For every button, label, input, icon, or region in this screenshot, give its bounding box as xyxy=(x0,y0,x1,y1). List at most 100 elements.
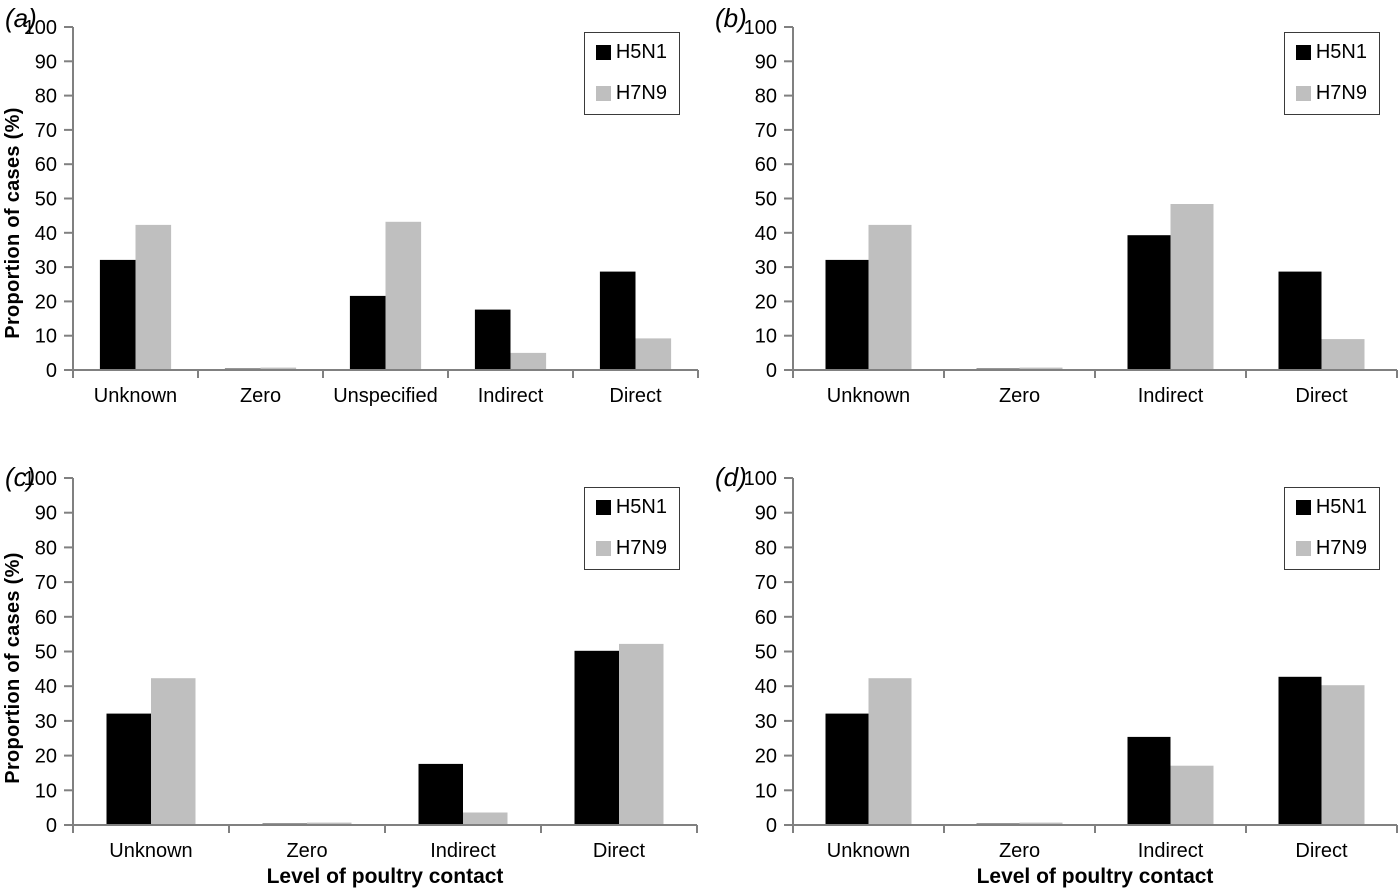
y-axis: 0 10 20 30 40 50 60 70 80 90 100 xyxy=(744,468,794,837)
panel-letter-c: (c) xyxy=(5,462,36,492)
bar-h7n9-direct xyxy=(619,643,664,825)
bar-h7n9-unknown xyxy=(151,678,196,825)
bar-h5n1-indirect xyxy=(418,763,463,825)
category-label: Direct xyxy=(593,840,646,862)
legend-label-h5n1: H5N1 xyxy=(1315,41,1367,63)
bar-h5n1-direct xyxy=(1278,676,1322,825)
y-tick-label: 70 xyxy=(35,120,57,142)
bar-h5n1-unknown xyxy=(825,713,869,825)
bars xyxy=(99,221,672,370)
legend-entry-h5n1: H5N1 xyxy=(1295,41,1367,63)
y-tick-label: 80 xyxy=(755,86,777,108)
bar-h5n1-direct xyxy=(574,650,619,825)
panel-letter-d: (d) xyxy=(715,462,747,492)
category-label: Unknown xyxy=(94,385,177,407)
y-tick-label: 100 xyxy=(744,468,777,490)
bar-h7n9-zero xyxy=(307,822,352,825)
bar-h7n9-indirect xyxy=(1170,765,1214,825)
legend: H5N1 H7N9 xyxy=(583,487,680,570)
x-axis: Unknown Zero Indirect Direct xyxy=(72,824,698,862)
panel-letter-b: (b) xyxy=(715,3,747,33)
y-tick-label: 100 xyxy=(24,17,57,39)
y-tick-label: 70 xyxy=(755,572,777,594)
bar-h5n1-unknown xyxy=(106,713,151,825)
y-tick-label: 70 xyxy=(755,120,777,142)
legend-swatch-h7n9 xyxy=(1295,85,1311,101)
y-tick-label: 0 xyxy=(46,360,57,382)
x-axis: Unknown Zero Indirect Direct xyxy=(792,369,1398,407)
y-tick-label: 10 xyxy=(35,780,57,802)
legend-swatch-h7n9 xyxy=(595,85,611,101)
panel-b: 0 10 20 30 40 50 60 70 80 90 100 Unknown Zero Indirec… xyxy=(700,0,1400,445)
legend-swatch-h5n1 xyxy=(1295,499,1311,515)
bar-h7n9-unknown xyxy=(868,224,912,370)
panel-letter-a: (a) xyxy=(5,3,37,33)
bar-h5n1-unspecified xyxy=(349,295,386,370)
y-tick-label: 40 xyxy=(35,676,57,698)
bar-h7n9-zero xyxy=(1019,822,1063,825)
bar-h7n9-direct xyxy=(1321,685,1365,825)
y-tick-label: 80 xyxy=(755,537,777,559)
y-tick-label: 0 xyxy=(766,815,777,837)
y-tick-label: 60 xyxy=(755,607,777,629)
y-axis: 0 10 20 30 40 50 60 70 80 90 100 xyxy=(744,17,794,382)
bar-h7n9-unknown xyxy=(868,678,912,825)
bars xyxy=(825,204,1365,370)
y-axis-title-wrap: Proportion of cases (%) xyxy=(0,0,30,445)
y-tick-label: 30 xyxy=(35,711,57,733)
y-tick-label: 70 xyxy=(35,572,57,594)
x-axis: Unknown Zero Indirect Direct xyxy=(792,824,1398,862)
x-axis-title: Level of poultry contact xyxy=(976,865,1214,888)
y-tick-label: 0 xyxy=(766,360,777,382)
y-tick-label: 0 xyxy=(46,815,57,837)
legend-entry-h7n9: H7N9 xyxy=(1295,82,1367,104)
bar-h7n9-unknown xyxy=(135,224,172,370)
y-tick-label: 80 xyxy=(35,537,57,559)
y-tick-label: 30 xyxy=(755,257,777,279)
legend-entry-h5n1: H5N1 xyxy=(595,42,667,62)
legend-swatch-h5n1 xyxy=(595,499,611,515)
y-tick-label: 30 xyxy=(35,257,57,279)
y-tick-label: 90 xyxy=(35,51,57,73)
legend-entry-h7n9: H7N9 xyxy=(1295,538,1367,558)
y-tick-label: 20 xyxy=(755,746,777,768)
y-axis: 0 10 20 30 40 50 60 70 80 90 100 xyxy=(24,17,74,382)
y-tick-label: 60 xyxy=(35,607,57,629)
category-label: Unknown xyxy=(827,840,910,862)
bar-chart-c: 0 10 20 30 40 50 60 70 80 90 100 Unknown Zero Indirec… xyxy=(24,468,698,862)
y-tick-label: 20 xyxy=(35,746,57,768)
x-axis-title: Level of poultry contact xyxy=(266,865,504,888)
legend-entry-h5n1: H5N1 xyxy=(1295,496,1367,518)
bar-h7n9-direct xyxy=(635,338,672,370)
x-axis: Unknown Zero Unspecified Indirect Direct xyxy=(72,369,699,407)
legend-label-h7n9: H7N9 xyxy=(1315,82,1367,104)
category-label: Zero xyxy=(999,385,1040,407)
bars xyxy=(825,676,1365,825)
category-label: Zero xyxy=(286,840,327,862)
legend-label-h5n1: H5N1 xyxy=(1315,496,1367,518)
y-axis: 0 10 20 30 40 50 60 70 80 90 100 xyxy=(24,468,74,837)
y-tick-label: 20 xyxy=(35,291,57,313)
bar-h7n9-indirect xyxy=(1170,204,1214,370)
y-tick-label: 50 xyxy=(755,189,777,211)
legend-swatch-h5n1 xyxy=(595,44,611,60)
bar-h7n9-direct xyxy=(1321,339,1365,370)
legend-label-h7n9: H7N9 xyxy=(615,82,667,104)
y-tick-label: 90 xyxy=(755,503,777,525)
legend-swatch-h5n1 xyxy=(1295,44,1311,60)
y-tick-label: 50 xyxy=(35,642,57,664)
category-label: Zero xyxy=(999,840,1040,862)
legend: H5N1 H7N9 xyxy=(1283,487,1380,570)
category-label: Direct xyxy=(609,385,662,407)
y-tick-label: 10 xyxy=(35,326,57,348)
y-tick-label: 80 xyxy=(35,86,57,108)
category-label: Direct xyxy=(1295,385,1348,407)
bar-h7n9-indirect xyxy=(510,352,547,370)
y-tick-label: 60 xyxy=(755,154,777,176)
y-axis-title: Proportion of cases (%) xyxy=(2,552,24,784)
bar-h7n9-zero xyxy=(1019,367,1063,370)
bar-chart-d: 0 10 20 30 40 50 60 70 80 90 100 Unknown Zero Indirec… xyxy=(744,468,1398,862)
category-label: Unknown xyxy=(109,840,192,862)
bar-h7n9-zero xyxy=(260,367,297,370)
